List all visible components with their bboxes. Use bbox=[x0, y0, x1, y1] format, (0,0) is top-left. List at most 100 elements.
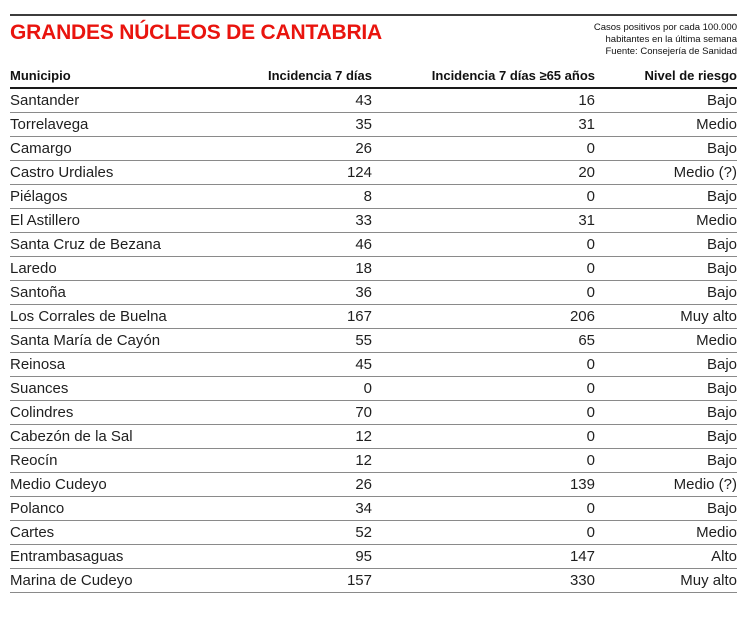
table-row: Reinosa 45 0 Bajo bbox=[10, 352, 737, 377]
municipio-cell: Cabezón de la Sal bbox=[10, 424, 260, 449]
table-body: Santander 43 16 Bajo Torrelavega 35 31 Medio Cam… bbox=[10, 88, 737, 593]
municipio-cell: Santander bbox=[10, 88, 260, 113]
column-header-nivel-riesgo: Nivel de riesgo bbox=[595, 67, 737, 89]
incidencia-7d-cell: 0 bbox=[260, 376, 372, 401]
incidencia-7d-65-cell: 0 bbox=[372, 136, 595, 161]
incidencia-7d-65-cell: 0 bbox=[372, 520, 595, 545]
table-row: Cabezón de la Sal 12 0 Bajo bbox=[10, 424, 737, 449]
municipio-cell: El Astillero bbox=[10, 208, 260, 233]
table-row: Los Corrales de Buelna 167 206 Muy alto bbox=[10, 304, 737, 329]
municipio-cell: Cartes bbox=[10, 520, 260, 545]
incidencia-7d-65-cell: 147 bbox=[372, 544, 595, 569]
table-row: Marina de Cudeyo 157 330 Muy alto bbox=[10, 568, 737, 593]
municipio-cell: Medio Cudeyo bbox=[10, 472, 260, 497]
incidencia-7d-65-cell: 31 bbox=[372, 208, 595, 233]
nivel-riesgo-cell: Bajo bbox=[595, 352, 737, 377]
column-header-incidencia-7d-65: Incidencia 7 días ≥65 años bbox=[372, 67, 595, 89]
incidencia-7d-cell: 12 bbox=[260, 424, 372, 449]
table-row: Suances 0 0 Bajo bbox=[10, 376, 737, 401]
note-line-1: Casos positivos por cada 100.000 bbox=[593, 22, 737, 33]
nivel-riesgo-cell: Medio bbox=[595, 328, 737, 353]
incidencia-7d-65-cell: 0 bbox=[372, 424, 595, 449]
table-row: Cartes 52 0 Medio bbox=[10, 520, 737, 545]
note-line-3: Fuente: Consejería de Sanidad bbox=[605, 46, 737, 57]
note-line-2: habitantes en la última semana bbox=[605, 34, 738, 45]
municipio-cell: Marina de Cudeyo bbox=[10, 568, 260, 593]
incidencia-7d-cell: 45 bbox=[260, 352, 372, 377]
nivel-riesgo-cell: Bajo bbox=[595, 424, 737, 449]
table-row: Polanco 34 0 Bajo bbox=[10, 496, 737, 521]
table-row: Santoña 36 0 Bajo bbox=[10, 280, 737, 305]
municipio-cell: Reocín bbox=[10, 448, 260, 473]
municipio-cell: Piélagos bbox=[10, 184, 260, 209]
incidencia-7d-65-cell: 0 bbox=[372, 496, 595, 521]
incidencia-7d-cell: 157 bbox=[260, 568, 372, 593]
incidencia-7d-65-cell: 0 bbox=[372, 280, 595, 305]
incidencia-7d-cell: 36 bbox=[260, 280, 372, 305]
municipio-cell: Laredo bbox=[10, 256, 260, 281]
nivel-riesgo-cell: Bajo bbox=[595, 88, 737, 113]
municipio-cell: Santa Cruz de Bezana bbox=[10, 232, 260, 257]
incidencia-7d-cell: 18 bbox=[260, 256, 372, 281]
nivel-riesgo-cell: Bajo bbox=[595, 376, 737, 401]
incidencia-7d-cell: 95 bbox=[260, 544, 372, 569]
table-row: Camargo 26 0 Bajo bbox=[10, 136, 737, 161]
incidencia-7d-cell: 52 bbox=[260, 520, 372, 545]
table-row: Piélagos 8 0 Bajo bbox=[10, 184, 737, 209]
nivel-riesgo-cell: Medio (?) bbox=[595, 472, 737, 497]
incidencia-7d-cell: 8 bbox=[260, 184, 372, 209]
nivel-riesgo-cell: Bajo bbox=[595, 280, 737, 305]
municipio-cell: Camargo bbox=[10, 136, 260, 161]
table-row: Entrambasaguas 95 147 Alto bbox=[10, 544, 737, 569]
municipio-cell: Suances bbox=[10, 376, 260, 401]
nivel-riesgo-cell: Bajo bbox=[595, 136, 737, 161]
incidencia-7d-cell: 35 bbox=[260, 112, 372, 137]
incidencia-7d-cell: 12 bbox=[260, 448, 372, 473]
table-row: Santa Cruz de Bezana 46 0 Bajo bbox=[10, 232, 737, 257]
incidencia-7d-cell: 26 bbox=[260, 136, 372, 161]
table-row: Santa María de Cayón 55 65 Medio bbox=[10, 328, 737, 353]
incidencia-7d-65-cell: 0 bbox=[372, 232, 595, 257]
municipio-cell: Reinosa bbox=[10, 352, 260, 377]
table-header: Municipio Incidencia 7 días Incidencia 7… bbox=[10, 67, 737, 89]
table-row: Reocín 12 0 Bajo bbox=[10, 448, 737, 473]
municipio-cell: Colindres bbox=[10, 400, 260, 425]
incidencia-7d-65-cell: 0 bbox=[372, 448, 595, 473]
incidencia-7d-65-cell: 16 bbox=[372, 88, 595, 113]
incidencia-7d-65-cell: 20 bbox=[372, 160, 595, 185]
incidencia-7d-cell: 55 bbox=[260, 328, 372, 353]
nivel-riesgo-cell: Medio bbox=[595, 208, 737, 233]
incidencia-7d-65-cell: 31 bbox=[372, 112, 595, 137]
nivel-riesgo-cell: Bajo bbox=[595, 448, 737, 473]
incidencia-7d-65-cell: 0 bbox=[372, 376, 595, 401]
incidencia-7d-65-cell: 0 bbox=[372, 400, 595, 425]
incidencia-7d-65-cell: 0 bbox=[372, 352, 595, 377]
nivel-riesgo-cell: Bajo bbox=[595, 496, 737, 521]
municipio-cell: Castro Urdiales bbox=[10, 160, 260, 185]
column-header-municipio: Municipio bbox=[10, 67, 260, 89]
incidencia-7d-65-cell: 139 bbox=[372, 472, 595, 497]
top-rule bbox=[10, 14, 737, 16]
nivel-riesgo-cell: Medio bbox=[595, 112, 737, 137]
table-row: Medio Cudeyo 26 139 Medio (?) bbox=[10, 472, 737, 497]
incidence-table: Municipio Incidencia 7 días Incidencia 7… bbox=[10, 67, 737, 593]
header: GRANDES NÚCLEOS DE CANTABRIA Casos posit… bbox=[10, 21, 737, 58]
incidencia-7d-65-cell: 65 bbox=[372, 328, 595, 353]
incidencia-7d-65-cell: 330 bbox=[372, 568, 595, 593]
nivel-riesgo-cell: Bajo bbox=[595, 400, 737, 425]
municipio-cell: Polanco bbox=[10, 496, 260, 521]
municipio-cell: Los Corrales de Buelna bbox=[10, 304, 260, 329]
incidencia-7d-cell: 167 bbox=[260, 304, 372, 329]
incidencia-7d-cell: 43 bbox=[260, 88, 372, 113]
header-row: Municipio Incidencia 7 días Incidencia 7… bbox=[10, 67, 737, 89]
nivel-riesgo-cell: Bajo bbox=[595, 256, 737, 281]
table-row: Torrelavega 35 31 Medio bbox=[10, 112, 737, 137]
municipio-cell: Santoña bbox=[10, 280, 260, 305]
incidencia-7d-cell: 70 bbox=[260, 400, 372, 425]
source-note: Casos positivos por cada 100.000 habitan… bbox=[594, 21, 737, 58]
table-row: Castro Urdiales 124 20 Medio (?) bbox=[10, 160, 737, 185]
nivel-riesgo-cell: Alto bbox=[595, 544, 737, 569]
incidencia-7d-65-cell: 0 bbox=[372, 184, 595, 209]
nivel-riesgo-cell: Medio bbox=[595, 520, 737, 545]
